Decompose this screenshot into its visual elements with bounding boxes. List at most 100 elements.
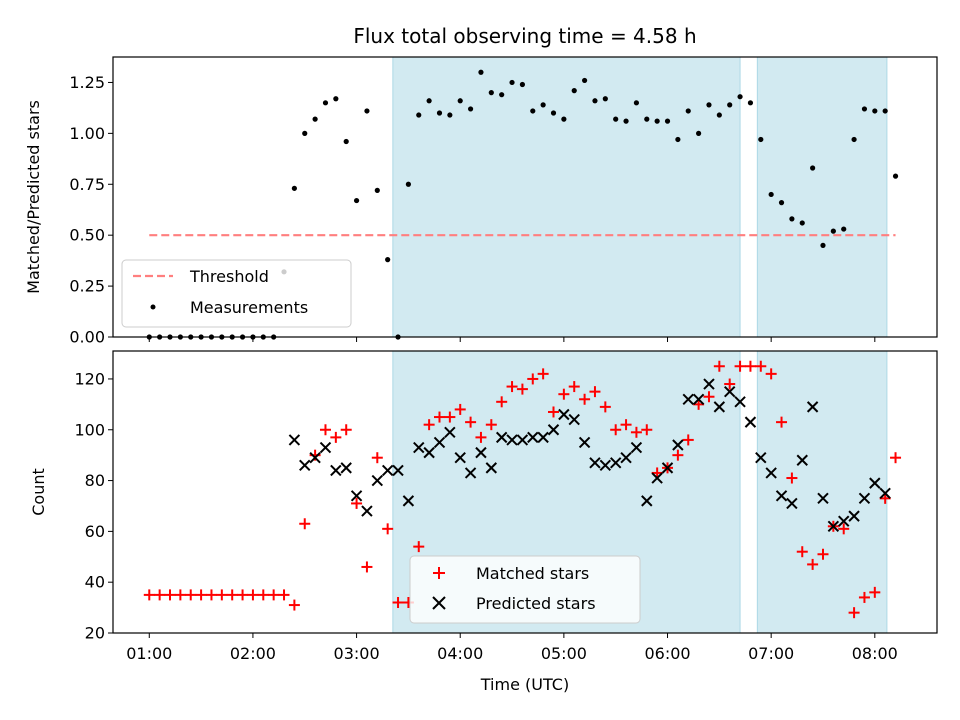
bottom-axes-frame bbox=[112, 350, 938, 634]
matched-star-marker bbox=[475, 431, 487, 443]
matched-star-marker bbox=[703, 391, 715, 403]
measurement-point bbox=[747, 100, 754, 106]
measurement-point bbox=[550, 110, 557, 116]
predicted-star-marker bbox=[744, 416, 757, 428]
measurement-point bbox=[872, 108, 878, 114]
matched-star-marker bbox=[548, 406, 560, 418]
predicted-star-marker bbox=[848, 510, 860, 522]
predicted-star-marker bbox=[340, 462, 352, 474]
bottom-x-tick-label: 08:00 bbox=[852, 644, 898, 663]
predicted-star-marker bbox=[682, 393, 694, 405]
matched-star-marker bbox=[869, 586, 881, 598]
predicted-star-marker bbox=[413, 441, 425, 454]
matched-star-marker bbox=[361, 561, 373, 573]
predicted-star-markers bbox=[288, 378, 891, 533]
predicted-star-marker bbox=[869, 477, 881, 489]
matched-star-marker bbox=[205, 589, 217, 601]
measurement-legend-label: Measurements bbox=[190, 298, 308, 317]
matched-star-marker bbox=[392, 597, 404, 609]
bottom-y-tick-label: 100 bbox=[74, 420, 105, 439]
measurement-point bbox=[830, 228, 836, 234]
matched-star-marker bbox=[288, 599, 300, 611]
measurement-point bbox=[675, 136, 681, 143]
bottom-x-tick-label: 03:00 bbox=[334, 644, 380, 663]
bottom-x-tick-label: 01:00 bbox=[126, 644, 172, 663]
chart-title: Flux total observing time = 4.58 h bbox=[353, 24, 696, 48]
measurement-point bbox=[488, 90, 494, 96]
measurement-point bbox=[851, 136, 857, 143]
predicted-star-marker bbox=[299, 459, 311, 472]
matched-star-marker bbox=[433, 411, 445, 423]
predicted-star-marker bbox=[838, 515, 850, 527]
measurement-point bbox=[737, 94, 743, 100]
measurement-point bbox=[302, 130, 308, 136]
bottom-y-tick-label: 20 bbox=[85, 624, 105, 643]
matched-star-marker bbox=[765, 368, 777, 380]
matched-star-marker bbox=[682, 434, 694, 446]
measurement-point bbox=[778, 200, 785, 206]
predicted-star-marker bbox=[423, 446, 435, 459]
matched-star-marker bbox=[340, 424, 352, 436]
measurement-point bbox=[799, 220, 805, 226]
bottom-y-tick-label: 60 bbox=[85, 522, 105, 541]
measurement-point bbox=[892, 173, 899, 179]
matched-star-marker bbox=[890, 452, 902, 464]
threshold-legend-label: Threshold bbox=[189, 267, 269, 286]
matched-star-marker bbox=[693, 398, 705, 410]
predicted-star-marker bbox=[630, 441, 643, 454]
measurement-point bbox=[841, 226, 847, 232]
matched-star-marker bbox=[620, 419, 632, 431]
top-y-tick-label: 0.00 bbox=[69, 328, 105, 347]
matched-star-marker bbox=[496, 396, 508, 408]
measurement-point bbox=[312, 116, 318, 122]
matched-star-marker bbox=[579, 393, 591, 405]
measurement-point bbox=[519, 81, 526, 88]
bottom-x-tick-label: 02:00 bbox=[230, 644, 276, 663]
matched-star-marker bbox=[527, 373, 539, 385]
bottom-x-tick-label: 05:00 bbox=[541, 644, 587, 663]
predicted-star-marker bbox=[879, 487, 891, 499]
measurement-point bbox=[602, 96, 608, 102]
predicted-star-marker bbox=[651, 472, 663, 484]
predicted-star-marker bbox=[692, 393, 705, 405]
predicted-star-marker bbox=[309, 451, 321, 464]
measurement-point bbox=[727, 102, 733, 108]
bottom-y-tick-label: 40 bbox=[85, 573, 105, 592]
measurement-point bbox=[385, 257, 391, 263]
measurement-point bbox=[457, 98, 463, 104]
bottom-y-tick-label: 120 bbox=[74, 369, 105, 388]
matched-star-marker bbox=[485, 419, 497, 431]
observing-interval-1 bbox=[392, 56, 741, 338]
predicted-star-marker bbox=[527, 431, 539, 444]
predicted-star-marker bbox=[775, 490, 788, 502]
predicted-star-marker bbox=[578, 436, 591, 449]
measurement-point bbox=[291, 185, 297, 191]
matched-star-marker bbox=[174, 589, 186, 601]
top-legend: Threshold Measurements bbox=[121, 259, 352, 328]
predicted-star-marker bbox=[858, 492, 871, 505]
measurement-point bbox=[810, 165, 816, 171]
measurement-point bbox=[353, 197, 360, 204]
top-y-tick-label: 1.25 bbox=[69, 73, 105, 92]
measurement-point bbox=[706, 102, 712, 108]
matched-legend-swatch bbox=[433, 567, 445, 579]
measurement-point bbox=[613, 116, 619, 122]
bottom-y-ticks: 20 40 60 80 100 120 bbox=[74, 369, 113, 643]
measurement-point bbox=[478, 69, 484, 75]
x-axis-label: Time (UTC) bbox=[480, 675, 569, 694]
predicted-star-marker bbox=[485, 462, 498, 474]
bottom-y-tick-label: 80 bbox=[85, 471, 105, 490]
matched-legend-label: Matched stars bbox=[476, 564, 589, 583]
measurement-point bbox=[540, 102, 546, 108]
predicted-star-marker bbox=[672, 439, 684, 451]
predicted-star-marker bbox=[806, 401, 819, 413]
measurement-point bbox=[499, 92, 505, 98]
bottom-legend: Matched stars Predicted stars bbox=[409, 555, 641, 624]
top-y-tick-label: 0.75 bbox=[69, 175, 105, 194]
measurement-point bbox=[623, 118, 629, 124]
predicted-star-marker bbox=[516, 434, 529, 446]
predicted-star-marker bbox=[703, 378, 715, 390]
measurement-point bbox=[644, 116, 650, 122]
matched-star-marker bbox=[423, 419, 435, 431]
predicted-star-marker bbox=[433, 436, 446, 449]
